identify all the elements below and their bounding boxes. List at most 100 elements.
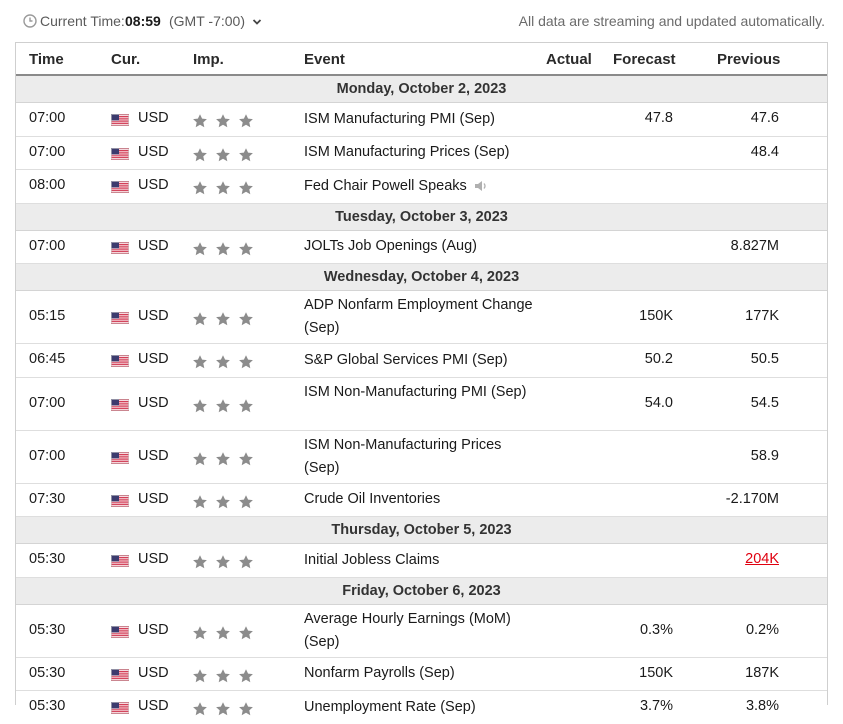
importance-stars-icon (192, 451, 258, 467)
table-row[interactable]: 07:00 USD JOLTs Job Openings (Aug) 8.827M (16, 230, 827, 264)
event-currency: USD (138, 110, 169, 127)
table-row[interactable]: 05:30 USD Initial Jobless Claims 204K (16, 544, 827, 578)
event-name-link[interactable]: Nonfarm Payrolls (Sep) (304, 662, 534, 685)
event-currency: USD (138, 143, 169, 160)
event-forecast: 3.7% (639, 698, 673, 715)
event-currency: USD (138, 447, 169, 464)
event-name: ISM Non-Manufacturing PMI (Sep) (304, 383, 527, 400)
column-header-forecast[interactable]: Forecast (613, 51, 676, 68)
table-row[interactable]: 06:45 USD S&P Global Services PMI (Sep) 50.… (16, 344, 827, 378)
date-header-row: Wednesday, October 4, 2023 (16, 264, 827, 291)
event-name-link[interactable]: S&P Global Services PMI (Sep) (304, 349, 534, 372)
column-header-previous[interactable]: Previous (717, 51, 781, 68)
event-currency: USD (138, 177, 169, 194)
table-body: Monday, October 2, 2023 07:00 USD ISM Manuf… (16, 76, 827, 724)
date-header-row: Thursday, October 5, 2023 (16, 517, 827, 544)
event-time: 07:00 (29, 110, 66, 127)
event-name: ISM Manufacturing PMI (Sep) (304, 110, 495, 127)
event-previous: 0.2% (745, 621, 779, 638)
event-name-link[interactable]: ISM Manufacturing PMI (Sep) (304, 108, 534, 131)
event-previous: 204K (745, 551, 779, 568)
event-forecast: 47.8 (644, 110, 673, 127)
event-time: 05:15 (29, 308, 66, 324)
us-flag-icon (111, 451, 129, 464)
date-label: Friday, October 6, 2023 (342, 582, 501, 599)
importance-stars-icon (192, 113, 258, 129)
event-previous: 177K (745, 308, 779, 324)
event-name: ADP Nonfarm Employment Change (Sep) (304, 297, 533, 336)
speaker-icon[interactable] (473, 179, 489, 193)
event-name: Fed Chair Powell Speaks (304, 177, 467, 194)
event-previous: 58.9 (750, 447, 779, 464)
table-row[interactable]: 07:00 USD ISM Manufacturing PMI (Sep) 47.8 4… (16, 103, 827, 137)
table-row[interactable]: 07:00 USD ISM Non-Manufacturing PMI (Sep) 5… (16, 377, 827, 431)
event-currency: USD (138, 490, 169, 507)
event-currency: USD (138, 351, 169, 368)
table-row[interactable]: 07:30 USD Crude Oil Inventories -2.170M (16, 483, 827, 517)
importance-stars-icon (192, 311, 258, 327)
table-row[interactable]: 07:00 USD ISM Manufacturing Prices (Sep) 48… (16, 136, 827, 170)
column-header-importance[interactable]: Imp. (193, 51, 224, 68)
event-currency: USD (138, 394, 169, 411)
event-previous: 8.827M (730, 237, 779, 254)
importance-stars-icon (192, 494, 258, 510)
us-flag-icon (111, 241, 129, 254)
table-row[interactable]: 05:30 USD Average Hourly Earnings (MoM) (S… (16, 604, 827, 658)
event-name-link[interactable]: Initial Jobless Claims (304, 549, 534, 572)
importance-stars-icon (192, 180, 258, 196)
column-header-actual[interactable]: Actual (546, 51, 592, 68)
date-label: Monday, October 2, 2023 (336, 81, 507, 97)
table-row[interactable]: 05:30 USD Nonfarm Payrolls (Sep) 150K 187K (16, 657, 827, 691)
event-name: ISM Non-Manufacturing Prices (Sep) (304, 436, 502, 476)
event-time: 07:30 (29, 490, 66, 507)
event-time: 08:00 (29, 177, 66, 194)
importance-stars-icon (192, 668, 258, 684)
event-currency: USD (138, 664, 169, 681)
streaming-note: All data are streaming and updated autom… (518, 13, 825, 29)
us-flag-icon (111, 702, 129, 715)
event-currency: USD (138, 237, 169, 254)
us-flag-icon (111, 494, 129, 507)
importance-stars-icon (192, 554, 258, 570)
us-flag-icon (111, 355, 129, 368)
event-name-link[interactable]: JOLTs Job Openings (Aug) (304, 235, 534, 258)
table-row[interactable]: 05:30 USD Unemployment Rate (Sep) 3.7% 3.8% (16, 691, 827, 724)
event-time: 05:30 (29, 621, 66, 638)
us-flag-icon (111, 398, 129, 411)
importance-stars-icon (192, 701, 258, 717)
us-flag-icon (111, 181, 129, 194)
event-currency: USD (138, 308, 169, 324)
event-name-link[interactable]: Fed Chair Powell Speaks (304, 175, 534, 198)
table-row[interactable]: 07:00 USD ISM Non-Manufacturing Prices (Se… (16, 430, 827, 484)
column-header-time[interactable]: Time (29, 51, 64, 68)
event-name-link[interactable]: ISM Manufacturing Prices (Sep) (304, 141, 534, 164)
us-flag-icon (111, 147, 129, 160)
us-flag-icon (111, 668, 129, 681)
date-label: Wednesday, October 4, 2023 (323, 269, 520, 285)
event-name: Initial Jobless Claims (304, 551, 440, 568)
event-previous: 3.8% (745, 698, 779, 715)
event-time: 05:30 (29, 551, 66, 568)
event-name-link[interactable]: ADP Nonfarm Employment Change (Sep) (304, 294, 534, 340)
event-name: JOLTs Job Openings (Aug) (304, 238, 478, 255)
event-name-link[interactable]: Unemployment Rate (Sep) (304, 696, 534, 719)
event-name-link[interactable]: ISM Non-Manufacturing PMI (Sep) (304, 381, 534, 404)
event-name-link[interactable]: ISM Non-Manufacturing Prices (Sep) (304, 434, 534, 480)
event-name: Average Hourly Earnings (MoM) (Sep) (304, 610, 511, 650)
event-name-link[interactable]: Average Hourly Earnings (MoM) (Sep) (304, 608, 534, 654)
chevron-down-icon[interactable] (252, 18, 262, 26)
table-row[interactable]: 05:15 USD ADP Nonfarm Employment Change (S… (16, 291, 827, 344)
event-name-link[interactable]: Crude Oil Inventories (304, 488, 534, 511)
column-header-currency[interactable]: Cur. (111, 51, 141, 68)
event-currency: USD (138, 698, 169, 715)
event-time: 05:30 (29, 664, 66, 681)
column-header-event[interactable]: Event (304, 51, 345, 68)
event-time: 07:00 (29, 237, 66, 254)
timezone-selector[interactable]: (GMT -7:00) (169, 13, 245, 29)
table-row[interactable]: 08:00 USD Fed Chair Powell Speaks (16, 170, 827, 204)
event-name: Nonfarm Payrolls (Sep) (304, 665, 455, 682)
event-name: Unemployment Rate (Sep) (304, 698, 476, 715)
event-forecast: 0.3% (639, 621, 673, 638)
us-flag-icon (111, 555, 129, 568)
us-flag-icon (111, 625, 129, 638)
